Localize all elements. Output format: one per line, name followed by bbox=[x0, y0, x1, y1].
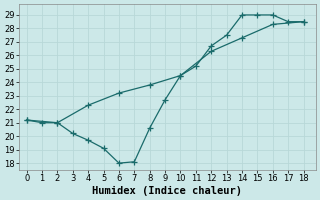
X-axis label: Humidex (Indice chaleur): Humidex (Indice chaleur) bbox=[92, 186, 242, 196]
